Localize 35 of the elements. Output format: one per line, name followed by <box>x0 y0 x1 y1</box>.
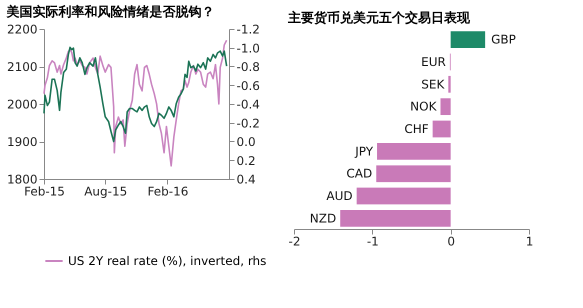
y-tick-label: 2000 <box>6 98 38 112</box>
y-tick-label: SEK <box>421 77 446 92</box>
chart-title: 美国实际利率和风险情绪是否脱钩？ <box>5 4 214 20</box>
line-series <box>43 39 228 167</box>
y2-tick-label: -0.6 <box>236 78 260 93</box>
y-tick-label: 1800 <box>6 172 38 186</box>
x-tick-label: Feb-15 <box>24 184 65 198</box>
y2-tick-label: 0.4 <box>236 172 256 186</box>
legend-label: US 2Y real rate (%), inverted, rhs <box>68 254 266 268</box>
y-tick-label: AUD <box>326 189 353 204</box>
y2-tick-label: -1.0 <box>236 41 260 56</box>
line-series <box>43 46 228 142</box>
y-tick-label: JPY <box>354 144 374 158</box>
y-tick-label: GBP <box>491 32 516 47</box>
y2-tick-label: -0.4 <box>236 98 260 112</box>
x-tick-label: Aug-15 <box>84 184 128 198</box>
x-tick-label: 1 <box>526 234 534 248</box>
y-tick-label: 2200 <box>6 22 38 36</box>
y2-tick-label: -0.8 <box>236 60 260 74</box>
y2-tick-label: -0.2 <box>236 116 260 130</box>
y-tick-label: EUR <box>421 54 446 69</box>
y2-tick-label: 0.0 <box>236 135 256 149</box>
x-tick-label: -2 <box>288 234 300 248</box>
y-tick-label: CHF <box>404 122 429 136</box>
x-tick-label: Feb-16 <box>148 184 188 198</box>
x-tick-label: 0 <box>447 234 455 248</box>
y2-tick-label: 0.2 <box>236 154 256 168</box>
y2-tick-label: -1.2 <box>236 22 260 36</box>
y-tick-label: NOK <box>410 100 438 114</box>
chart-title: 主要货币兑美元五个交易日表现 <box>287 10 472 26</box>
y-tick-label: NZD <box>310 211 336 226</box>
x-tick-label: -1 <box>366 234 379 248</box>
y-tick-label: CAD <box>346 166 372 181</box>
y-tick-label: 1900 <box>6 135 38 149</box>
y-tick-label: 2100 <box>6 60 38 74</box>
